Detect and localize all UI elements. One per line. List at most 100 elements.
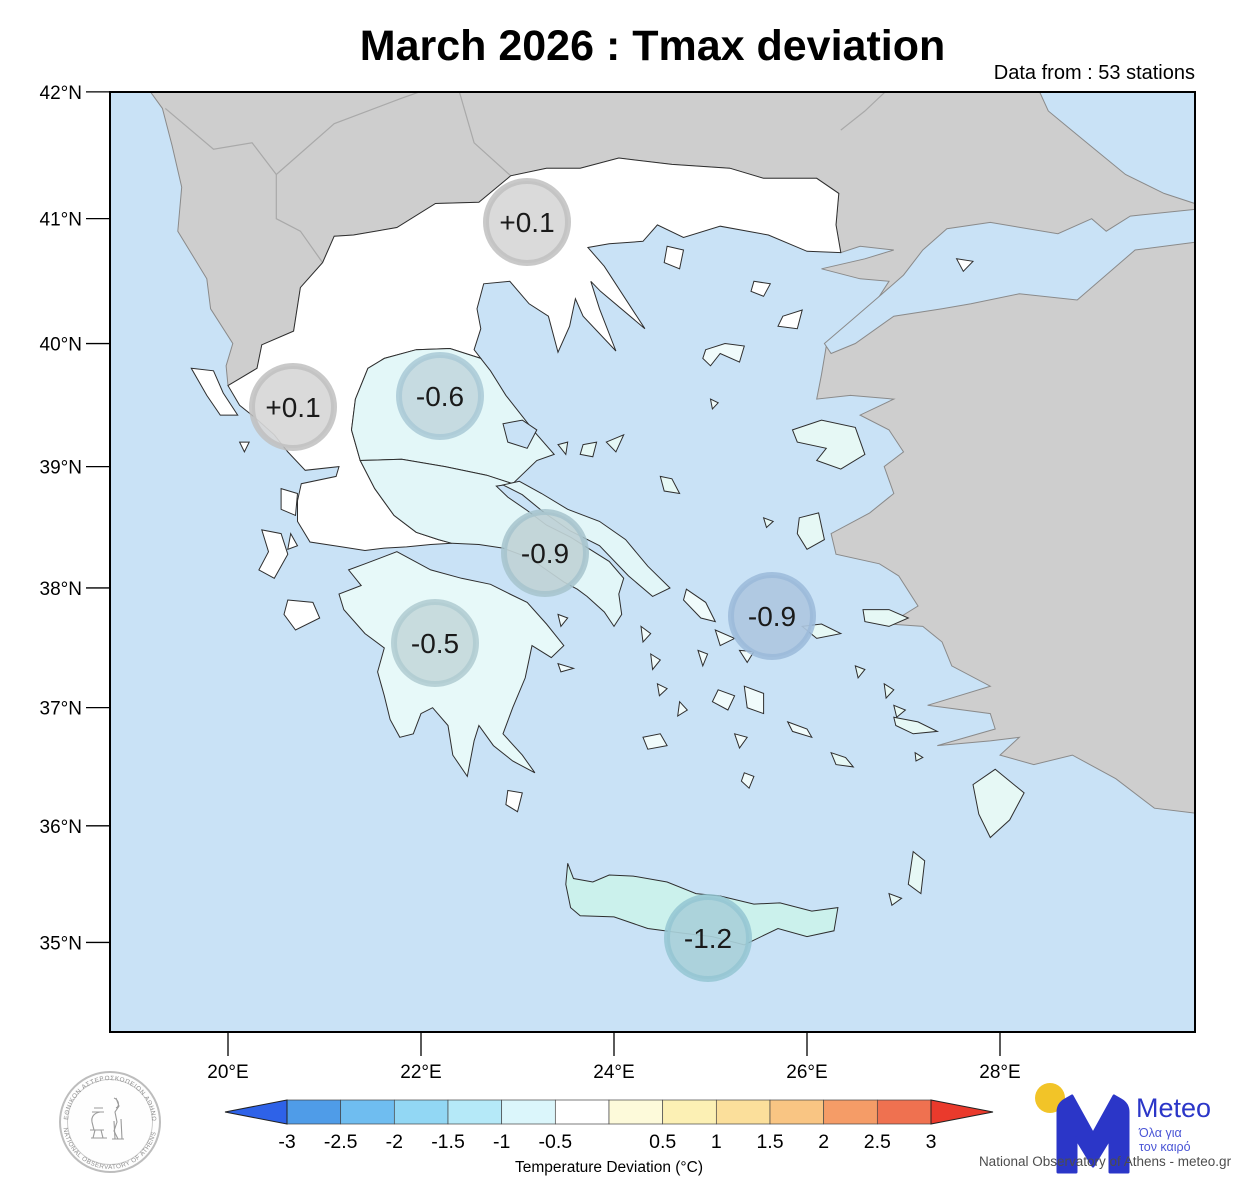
meteo-logo-tagline: Όλα για τον καιρό: [1139, 1126, 1191, 1154]
colorbar-tick-label: 2: [818, 1131, 829, 1153]
island-kalymnos: [893, 704, 907, 719]
meteo-logo-sun-icon: [1035, 1083, 1065, 1113]
colorbar-tick-label: 0.5: [649, 1131, 676, 1153]
island-tinos: [714, 629, 736, 647]
island-agios-efstratios: [709, 398, 720, 411]
colorbar-segment: [340, 1099, 395, 1125]
station-bubble-circle: [664, 894, 752, 982]
colorbar-tick-label: 1.5: [756, 1131, 783, 1153]
lat-tick-label: 36°N: [40, 817, 82, 838]
island-astypalea: [830, 751, 855, 768]
island-kythnos: [650, 653, 662, 671]
station-bubble-circle: [483, 178, 571, 266]
island-lesbos: [791, 419, 866, 470]
station-bubble: -0.5: [391, 599, 479, 687]
island-aegina: [557, 613, 569, 628]
lon-tick-label: 24°E: [593, 1062, 634, 1083]
island-corfu: [190, 367, 239, 416]
colorbar-tick-label: 1: [711, 1131, 722, 1153]
island-marmara: [955, 258, 975, 273]
island-naxos: [743, 685, 765, 715]
region-epirus-macedonia-thrace: [227, 157, 842, 552]
island-ios: [733, 733, 749, 750]
lat-tick-label: 35°N: [40, 933, 82, 954]
island-karpathos: [907, 850, 926, 895]
station-bubble-circle: [396, 352, 484, 440]
colorbar-tick-label: 2.5: [864, 1131, 891, 1153]
island-kefalonia: [258, 529, 289, 579]
island-syros: [697, 649, 709, 668]
colorbar-tick-label: -1: [493, 1131, 510, 1153]
page-title: March 2026 : Tmax deviation: [359, 22, 946, 70]
lon-tick-label: 26°E: [786, 1062, 827, 1083]
lat-tick-label: 42°N: [40, 83, 82, 104]
colorbar-segment: [662, 1099, 717, 1125]
colorbar-tick-label: -3: [278, 1131, 295, 1153]
colorbar-segment: [447, 1099, 503, 1125]
colorbar-segment: [554, 1099, 610, 1125]
island-andros: [682, 588, 717, 623]
island-leros: [883, 682, 895, 700]
island-kasos: [888, 892, 903, 907]
meteo-tagline-line2: τον καιρό: [1139, 1140, 1191, 1154]
island-chios: [796, 512, 825, 550]
meteo-logo-caption: National Observatory of Athens - meteo.g…: [978, 1154, 1232, 1169]
colorbar-segment: [823, 1099, 878, 1125]
station-deviation-value: -1.2: [684, 923, 732, 954]
island-alonnisos: [605, 433, 625, 453]
colorbar-right-arrow: [930, 1099, 994, 1125]
island-samothrace: [750, 280, 772, 297]
station-bubble: -0.6: [396, 352, 484, 440]
meteo-tagline-line1: Όλα για: [1139, 1126, 1182, 1140]
station-deviation-value: -0.9: [748, 601, 796, 632]
island-zakynthos: [283, 599, 321, 631]
island-serifos: [656, 682, 668, 697]
island-ithaki: [287, 532, 299, 551]
marmara-sea: [823, 208, 1195, 355]
island-milos: [642, 733, 668, 750]
station-deviation-value: +0.1: [265, 392, 320, 423]
island-paros: [711, 689, 736, 711]
island-kea: [640, 625, 652, 644]
station-bubble: -0.9: [501, 509, 589, 597]
lat-tick-label: 40°N: [40, 335, 82, 356]
station-bubble-circle: [249, 363, 337, 451]
island-kythira: [505, 789, 523, 813]
country-border: [275, 92, 422, 175]
station-bubble-circle: [501, 509, 589, 597]
station-deviation-value: +0.1: [499, 207, 554, 238]
colorbar-tick-label: -1.5: [431, 1131, 465, 1153]
meteo-logo-m-icon: [1056, 1094, 1130, 1174]
lon-tick-label: 20°E: [207, 1062, 248, 1083]
station-bubble: -1.2: [664, 894, 752, 982]
colorbar-tick-label: -0.5: [539, 1131, 573, 1153]
meteo-logo: Meteo Όλα για τον καιρό National Observa…: [979, 1082, 1231, 1192]
map-frame: [109, 91, 1196, 1033]
colorbar-left-arrow: [224, 1099, 288, 1125]
lat-tick-label: 38°N: [40, 579, 82, 600]
lon-tick-label: 28°E: [979, 1062, 1020, 1083]
station-bubble-circle: [728, 572, 816, 660]
island-rhodes: [972, 768, 1025, 839]
colorbar-tick-label: -2.5: [324, 1131, 358, 1153]
lat-tick-label: 37°N: [40, 699, 82, 720]
meteo-logo-name: Meteo: [1136, 1093, 1212, 1123]
colorbar-segment: [715, 1099, 771, 1125]
station-bubble: -0.9: [728, 572, 816, 660]
island-patmos: [854, 665, 866, 680]
island-santorini: [740, 772, 755, 790]
pagasetic-gulf: [502, 419, 538, 449]
colorbar-segment: [769, 1099, 825, 1125]
lat-tick-label: 39°N: [40, 458, 82, 479]
colorbar-segment: [393, 1099, 449, 1125]
island-nisyros: [914, 751, 924, 762]
island-skyros: [659, 475, 681, 495]
island-lefkada: [280, 487, 299, 517]
station-bubble: +0.1: [249, 363, 337, 451]
island-limnos: [702, 342, 745, 367]
colorbar-tick-label: -2: [386, 1131, 403, 1153]
island-skopelos: [579, 441, 598, 458]
island-sifnos: [677, 700, 689, 717]
station-deviation-value: -0.9: [521, 538, 569, 569]
